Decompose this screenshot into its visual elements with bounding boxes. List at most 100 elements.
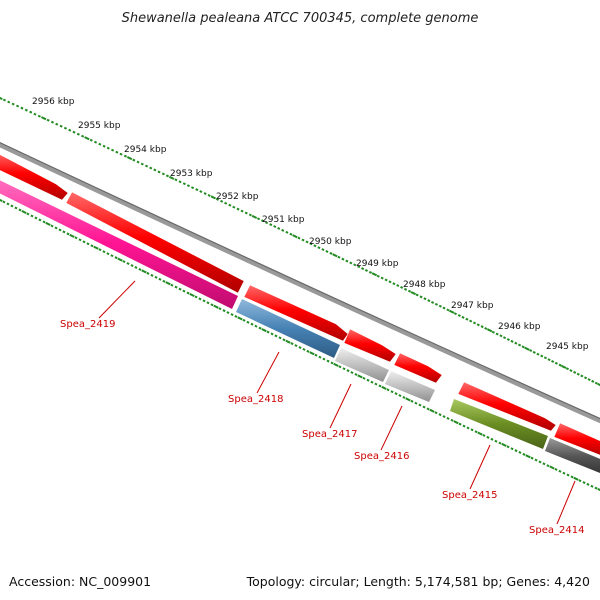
gene-spea-2419[interactable] bbox=[0, 178, 238, 309]
minor-tick bbox=[50, 224, 54, 228]
gene-spea-2415[interactable] bbox=[450, 399, 548, 449]
minor-tick bbox=[270, 332, 274, 336]
kbp-label: 2954 kbp bbox=[124, 145, 167, 155]
minor-tick bbox=[495, 332, 499, 336]
minor-tick bbox=[438, 304, 442, 308]
minor-tick bbox=[486, 435, 490, 439]
minor-tick bbox=[313, 244, 317, 248]
minor-tick bbox=[224, 201, 228, 205]
forward-gene[interactable] bbox=[243, 284, 349, 342]
minor-tick bbox=[14, 206, 18, 210]
minor-tick bbox=[366, 378, 370, 382]
minor-tick bbox=[150, 273, 154, 277]
minor-tick bbox=[547, 358, 551, 362]
forward-gene[interactable] bbox=[393, 352, 443, 384]
minor-tick bbox=[93, 140, 98, 144]
forward-gene[interactable] bbox=[343, 328, 397, 363]
kbp-label: 2952 kbp bbox=[216, 192, 259, 202]
minor-tick bbox=[506, 338, 510, 341]
major-tick bbox=[333, 362, 339, 367]
major-tick bbox=[597, 488, 600, 492]
forward-gene[interactable] bbox=[65, 191, 245, 294]
major-tick bbox=[524, 346, 530, 351]
minor-tick bbox=[115, 150, 119, 154]
minor-tick bbox=[55, 122, 59, 126]
major-tick bbox=[251, 214, 258, 219]
minor-tick bbox=[317, 246, 321, 250]
major-tick bbox=[381, 385, 387, 390]
minor-tick bbox=[388, 280, 392, 284]
minor-tick bbox=[278, 336, 282, 340]
minor-tick bbox=[174, 285, 178, 289]
forward-gene[interactable] bbox=[0, 152, 69, 201]
forward-gene[interactable] bbox=[553, 422, 600, 457]
gene-label-spea-2417: Spea_2417 bbox=[302, 429, 357, 440]
minor-tick bbox=[277, 227, 281, 230]
minor-tick bbox=[144, 164, 149, 168]
minor-tick bbox=[414, 401, 418, 405]
gene-spea-2417[interactable] bbox=[335, 348, 389, 382]
minor-tick bbox=[442, 306, 446, 310]
major-tick bbox=[405, 397, 411, 402]
gene-spea-2414[interactable] bbox=[545, 438, 600, 475]
minor-tick bbox=[228, 203, 232, 207]
minor-tick bbox=[341, 257, 345, 261]
minor-tick bbox=[305, 240, 309, 244]
minor-tick bbox=[68, 128, 72, 132]
major-tick bbox=[501, 442, 507, 447]
minor-tick bbox=[210, 303, 214, 307]
minor-tick bbox=[400, 286, 404, 289]
minor-tick bbox=[322, 357, 326, 361]
minor-tick bbox=[274, 334, 278, 338]
minor-tick bbox=[330, 361, 334, 365]
minor-tick bbox=[110, 148, 115, 152]
minor-tick bbox=[226, 311, 230, 315]
minor-tick bbox=[256, 217, 261, 221]
minor-tick bbox=[350, 371, 354, 375]
minor-tick bbox=[530, 456, 534, 460]
minor-tick bbox=[376, 274, 380, 278]
minor-tick bbox=[386, 388, 390, 392]
minor-tick bbox=[502, 336, 507, 340]
minor-tick bbox=[138, 268, 142, 271]
major-tick bbox=[261, 328, 267, 333]
minor-tick bbox=[510, 447, 514, 451]
minor-tick bbox=[368, 270, 373, 274]
accession-text: Accession: NC_009901 bbox=[9, 574, 151, 589]
minor-tick bbox=[30, 214, 34, 218]
minor-tick bbox=[149, 166, 153, 170]
minor-tick bbox=[587, 378, 591, 382]
gene-spea-2416[interactable] bbox=[385, 371, 435, 402]
major-tick bbox=[371, 272, 378, 277]
minor-tick bbox=[426, 407, 430, 411]
major-tick bbox=[525, 454, 531, 459]
minor-tick bbox=[446, 416, 450, 420]
minor-tick bbox=[353, 263, 357, 267]
forward-gene[interactable] bbox=[457, 381, 557, 432]
minor-tick bbox=[586, 482, 590, 486]
minor-tick bbox=[392, 282, 396, 286]
minor-tick bbox=[234, 315, 238, 318]
minor-tick bbox=[59, 124, 63, 128]
minor-tick bbox=[480, 325, 484, 329]
kbp-label: 2949 kbp bbox=[356, 259, 399, 269]
kbp-label: 2948 kbp bbox=[403, 280, 446, 290]
kbp-label: 2947 kbp bbox=[451, 301, 494, 311]
minor-tick bbox=[76, 132, 80, 136]
minor-tick bbox=[106, 252, 110, 256]
minor-tick bbox=[244, 211, 248, 215]
scale-labels: 2956 kbp 2955 kbp 2954 kbp 2953 kbp 2952… bbox=[32, 97, 589, 352]
minor-tick bbox=[476, 323, 480, 327]
gene-label-spea-2415: Spea_2415 bbox=[442, 490, 497, 501]
minor-tick bbox=[482, 434, 486, 437]
minor-tick bbox=[220, 199, 224, 203]
minor-tick bbox=[438, 413, 442, 417]
gene-spea-2418[interactable] bbox=[236, 299, 340, 358]
minor-tick bbox=[558, 363, 562, 367]
minor-tick bbox=[578, 479, 582, 483]
minor-tick bbox=[462, 424, 466, 428]
minor-tick bbox=[374, 382, 378, 386]
minor-tick bbox=[11, 102, 15, 106]
minor-tick bbox=[134, 266, 138, 269]
major-tick bbox=[285, 339, 291, 344]
